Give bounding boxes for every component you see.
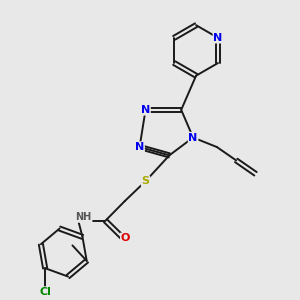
Text: Cl: Cl	[39, 287, 51, 297]
Text: N: N	[213, 33, 223, 43]
Text: NH: NH	[76, 212, 92, 222]
Text: N: N	[141, 105, 150, 115]
Text: O: O	[121, 233, 130, 243]
Text: N: N	[135, 142, 144, 152]
Text: S: S	[142, 176, 149, 186]
Text: N: N	[188, 133, 198, 142]
